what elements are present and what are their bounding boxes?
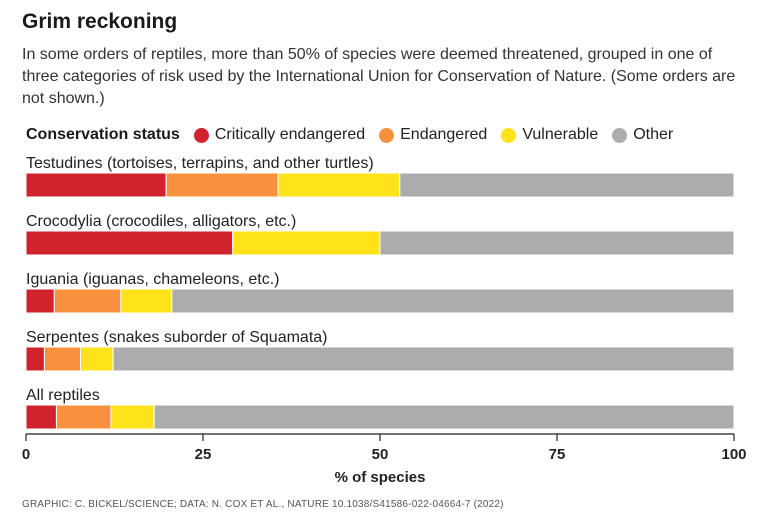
bar-segment-crocodylia-vulnerable (232, 230, 381, 256)
bar-segment-crocodylia-other (379, 230, 735, 256)
bar-segment-serpentes-other (112, 346, 735, 372)
legend-label-other: Other (633, 126, 674, 143)
category-label-crocodylia: Crocodylia (crocodiles, alligators, etc.… (26, 213, 296, 230)
legend-label-critically-endangered: Critically endangered (214, 126, 366, 143)
legend-title: Conservation status (26, 126, 180, 143)
stacked-bar-chart: Testudines (tortoises, terrapins, and ot… (22, 155, 747, 486)
x-tick-label-100: 100 (721, 446, 746, 463)
x-axis-label: % of species (335, 469, 426, 486)
bar-segment-testudines-vulnerable (277, 172, 401, 198)
bar-segment-all-other (153, 404, 735, 430)
category-label-serpentes: Serpentes (snakes suborder of Squamata) (26, 329, 328, 346)
bar-segment-all-critically-endangered (25, 404, 57, 430)
bar-segment-iguania-other (171, 288, 735, 314)
bar-segment-all-endangered (55, 404, 112, 430)
bar-segment-serpentes-vulnerable (80, 346, 114, 372)
chart-title: Grim reckoning (22, 10, 178, 33)
bar-segment-crocodylia-critically-endangered (25, 230, 234, 256)
x-tick-label-0: 0 (22, 446, 30, 463)
bar-segment-serpentes-critically-endangered (25, 346, 45, 372)
category-label-testudines: Testudines (tortoises, terrapins, and ot… (26, 155, 374, 172)
bar-segment-testudines-endangered (165, 172, 279, 198)
legend-swatch-critically-endangered (193, 127, 209, 143)
x-tick-label-75: 75 (549, 446, 566, 463)
bar-segment-serpentes-endangered (43, 346, 82, 372)
bar-segment-all-vulnerable (110, 404, 155, 430)
legend-item-critically-endangered: Critically endangered (193, 126, 366, 144)
source-credit: GRAPHIC: C. BICKEL/SCIENCE; DATA: N. COX… (22, 499, 504, 510)
legend-swatch-other (612, 127, 628, 143)
legend-label-vulnerable: Vulnerable (522, 126, 599, 143)
bar-segment-testudines-other (399, 172, 735, 198)
legend-item-endangered: Endangered (379, 126, 487, 144)
chart-subtitle: In some orders of reptiles, more than 50… (22, 46, 736, 107)
legend: Conservation status Critically endangere… (26, 126, 687, 144)
legend-swatch-vulnerable (501, 127, 517, 143)
category-label-iguania: Iguania (iguanas, chameleons, etc.) (26, 271, 279, 288)
legend-label-endangered: Endangered (400, 126, 488, 143)
x-tick-label-50: 50 (372, 446, 389, 463)
legend-swatch-endangered (379, 127, 395, 143)
bar-segment-iguania-vulnerable (120, 288, 173, 314)
x-tick-label-25: 25 (195, 446, 212, 463)
bar-segment-iguania-critically-endangered (25, 288, 55, 314)
category-label-all: All reptiles (26, 387, 100, 404)
bar-segment-iguania-endangered (53, 288, 122, 314)
legend-item-other: Other (612, 126, 673, 144)
bar-segment-testudines-critically-endangered (25, 172, 167, 198)
legend-item-vulnerable: Vulnerable (501, 126, 598, 144)
